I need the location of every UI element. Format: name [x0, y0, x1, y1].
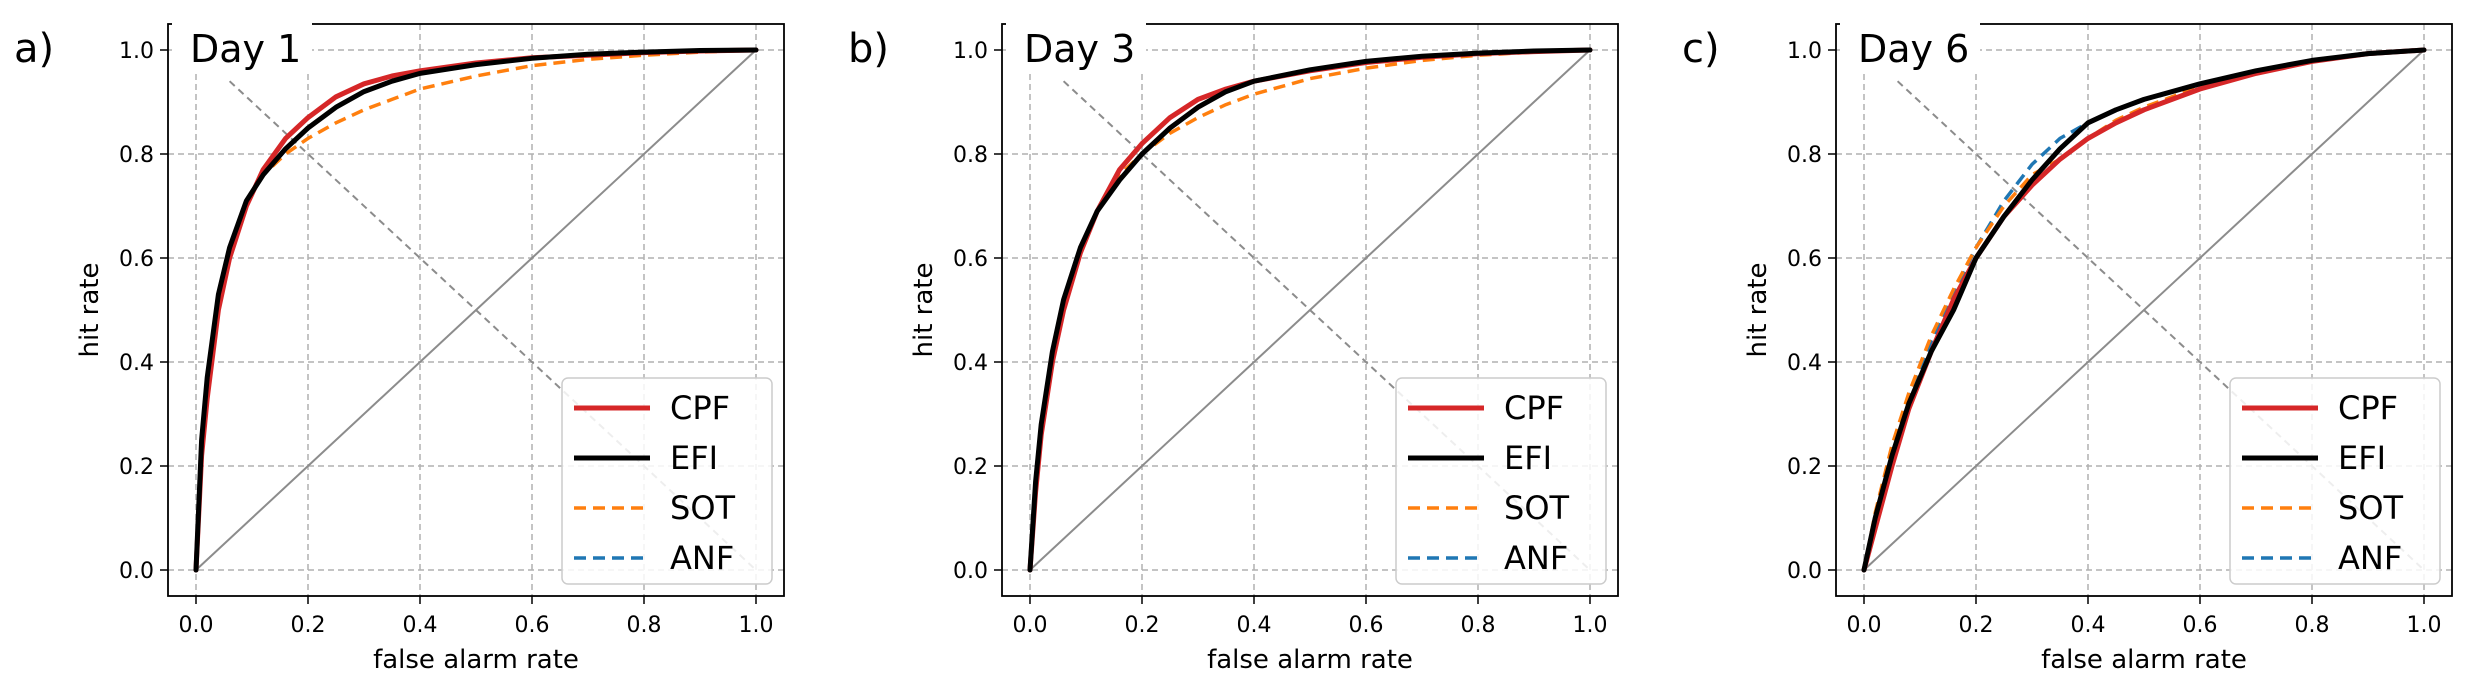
x-tick-label: 0.0: [1847, 613, 1882, 638]
legend-label-sot: SOT: [1504, 489, 1570, 527]
x-tick-label: 0.6: [515, 613, 550, 638]
y-tick-label: 0.0: [1787, 559, 1822, 584]
series-line-efi: [193, 47, 759, 573]
legend-label-anf: ANF: [1504, 539, 1568, 577]
x-tick-label: 1.0: [1573, 613, 1608, 638]
y-tick-label: 1.0: [953, 39, 988, 64]
roc-panel: 0.0 0.2 0.4 0.6 0.8 1.0 0.0 0.2 0.4 0.6 0.8 1.0 Day …: [14, 22, 785, 675]
title-box: [172, 22, 312, 72]
y-tick-label: 0.8: [953, 143, 988, 168]
series-group: [1027, 47, 1593, 573]
panel-title: Day 6: [1858, 27, 1969, 71]
y-tick-label: 0.8: [119, 143, 154, 168]
x-tick-label: 0.4: [2071, 613, 2106, 638]
x-tick-label: 0.6: [2183, 613, 2218, 638]
legend-label-anf: ANF: [670, 539, 734, 577]
y-axis-label: hit rate: [75, 263, 105, 358]
series-line-anf: [1862, 48, 2425, 571]
legend-label-sot: SOT: [670, 489, 736, 527]
y-axis-label: hit rate: [1743, 263, 1773, 358]
roc-panel: 0.0 0.2 0.4 0.6 0.8 1.0 0.0 0.2 0.4 0.6 0.8 1.0 Day …: [848, 22, 1619, 675]
x-tick-label: 0.8: [627, 613, 662, 638]
plot-frame: [167, 23, 785, 597]
y-tick-label: 0.2: [953, 455, 988, 480]
y-axis-label: hit rate: [909, 263, 939, 358]
y-tick-label: 0.2: [119, 455, 154, 480]
panel-title: Day 1: [190, 27, 301, 71]
series-group: [193, 47, 759, 573]
legend-label-sot: SOT: [2338, 489, 2404, 527]
y-tick-label: 0.0: [119, 559, 154, 584]
plot-frame: [1835, 23, 2453, 597]
y-tick-label: 1.0: [1787, 39, 1822, 64]
title-box: [1006, 22, 1146, 72]
legend: CPF EFI SOT ANF: [2229, 377, 2441, 585]
legend-label-cpf: CPF: [1504, 389, 1564, 427]
y-tick-label: 0.4: [1787, 351, 1822, 376]
panel-title: Day 3: [1024, 27, 1135, 71]
x-axis-label: false alarm rate: [2041, 645, 2247, 675]
y-tick-label: 0.2: [1787, 455, 1822, 480]
series-group: [1861, 47, 2427, 573]
legend-label-efi: EFI: [1504, 439, 1552, 477]
x-tick-label: 0.8: [2295, 613, 2330, 638]
panel-label: a): [14, 26, 54, 72]
plot-frame: [1001, 23, 1619, 597]
legend-box: [561, 377, 773, 585]
legend-label-efi: EFI: [670, 439, 718, 477]
x-tick-label: 0.0: [1013, 613, 1048, 638]
x-tick-label: 0.2: [291, 613, 326, 638]
legend-label-cpf: CPF: [670, 389, 730, 427]
series-line-efi: [1861, 47, 2427, 573]
x-tick-label: 0.8: [1461, 613, 1496, 638]
legend-box: [2229, 377, 2441, 585]
y-tick-label: 1.0: [119, 39, 154, 64]
panel-label: c): [1682, 26, 1720, 72]
y-tick-label: 0.4: [119, 351, 154, 376]
panel-label: b): [848, 26, 889, 72]
x-tick-label: 0.0: [179, 613, 214, 638]
x-axis-label: false alarm rate: [373, 645, 579, 675]
x-tick-label: 0.4: [1237, 613, 1272, 638]
x-tick-label: 0.2: [1959, 613, 1994, 638]
y-tick-label: 0.0: [953, 559, 988, 584]
y-tick-label: 0.6: [119, 247, 154, 272]
legend-box: [1395, 377, 1607, 585]
x-tick-label: 0.6: [1349, 613, 1384, 638]
axis-ticks: 0.0 0.2 0.4 0.6 0.8 1.0 0.0 0.2 0.4 0.6 0.8 1.0: [119, 24, 784, 638]
x-tick-label: 0.2: [1125, 613, 1160, 638]
y-tick-label: 0.6: [1787, 247, 1822, 272]
x-tick-label: 0.4: [403, 613, 438, 638]
legend-label-cpf: CPF: [2338, 389, 2398, 427]
roc-panel: 0.0 0.2 0.4 0.6 0.8 1.0 0.0 0.2 0.4 0.6 0.8 1.0 Day …: [1682, 22, 2453, 675]
x-tick-label: 1.0: [739, 613, 774, 638]
x-tick-label: 1.0: [2407, 613, 2442, 638]
y-tick-label: 0.8: [1787, 143, 1822, 168]
legend: CPF EFI SOT ANF: [1395, 377, 1607, 585]
title-box: [1840, 22, 1980, 72]
legend: CPF EFI SOT ANF: [561, 377, 773, 585]
legend-label-anf: ANF: [2338, 539, 2402, 577]
axis-ticks: 0.0 0.2 0.4 0.6 0.8 1.0 0.0 0.2 0.4 0.6 0.8 1.0: [1787, 24, 2452, 638]
legend-label-efi: EFI: [2338, 439, 2386, 477]
x-axis-label: false alarm rate: [1207, 645, 1413, 675]
y-tick-label: 0.4: [953, 351, 988, 376]
y-tick-label: 0.6: [953, 247, 988, 272]
series-line-efi: [1027, 47, 1593, 573]
